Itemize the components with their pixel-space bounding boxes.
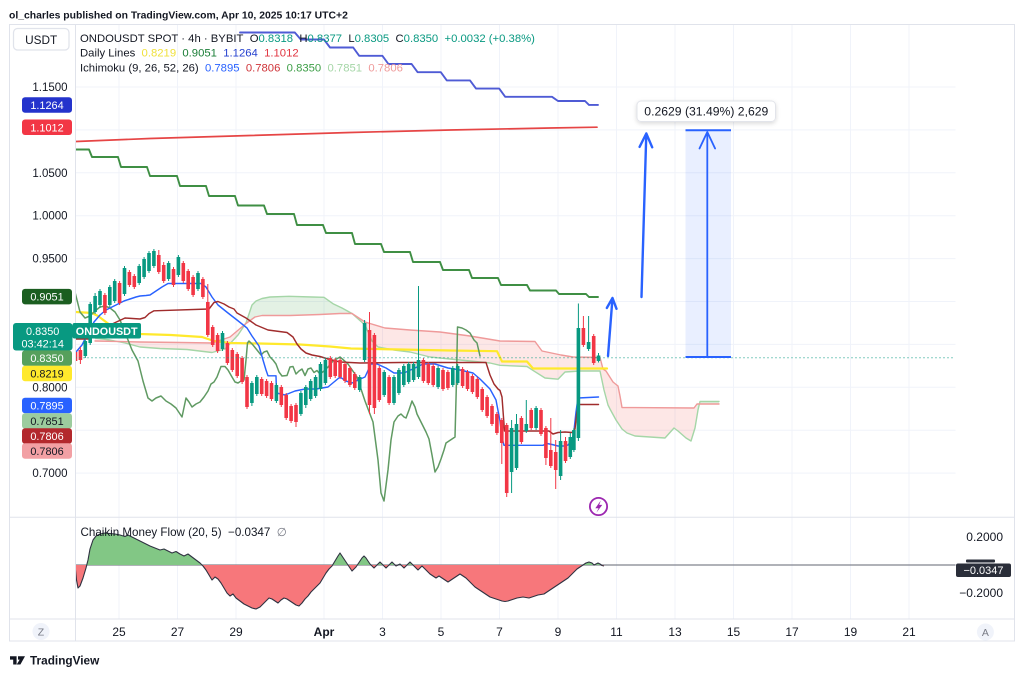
svg-text:ol_charles published on Tradin: ol_charles published on TradingView.com,… xyxy=(9,11,348,22)
svg-text:0.8350: 0.8350 xyxy=(30,353,63,365)
svg-text:0.8000: 0.8000 xyxy=(32,382,67,394)
svg-text:1.0000: 1.0000 xyxy=(32,211,67,223)
svg-text:27: 27 xyxy=(171,625,185,639)
svg-text:1.1012: 1.1012 xyxy=(30,122,63,134)
svg-text:25: 25 xyxy=(112,625,126,639)
svg-text:1.1500: 1.1500 xyxy=(32,82,67,94)
svg-text:19: 19 xyxy=(844,625,858,639)
svg-text:Daily Lines 0.8219 0.9051 1: Daily Lines 0.8219 0.9051 1.1264 1.1012 xyxy=(80,48,299,60)
svg-text:Ichimoku (9, 26, 52, 26) 0.78: Ichimoku (9, 26, 52, 26) 0.7895 0.7806 0… xyxy=(80,62,403,74)
svg-text:5: 5 xyxy=(438,625,445,639)
svg-text:0.8350: 0.8350 xyxy=(26,326,59,338)
svg-text:USDT: USDT xyxy=(25,33,57,47)
svg-text:7: 7 xyxy=(496,625,503,639)
svg-text:Z: Z xyxy=(38,627,45,639)
svg-text:13: 13 xyxy=(668,625,682,639)
svg-text:11: 11 xyxy=(610,625,623,639)
svg-text:1.1264: 1.1264 xyxy=(30,100,63,112)
svg-text:−0.2000: −0.2000 xyxy=(959,586,1003,600)
svg-text:−0.0347: −0.0347 xyxy=(963,565,1003,577)
svg-text:0.9051: 0.9051 xyxy=(30,292,63,304)
svg-text:A: A xyxy=(982,627,989,639)
svg-text:0.7000: 0.7000 xyxy=(32,468,67,480)
svg-text:Chaikin Money Flow (20, 5) −0: Chaikin Money Flow (20, 5) −0.0347 ∅ xyxy=(81,526,287,539)
svg-text:1.0500: 1.0500 xyxy=(32,168,67,180)
svg-text:ONDOUSDT: ONDOUSDT xyxy=(76,326,138,338)
svg-text:0.7806: 0.7806 xyxy=(30,431,63,443)
svg-text:0.7806: 0.7806 xyxy=(30,446,63,458)
svg-text:Apr: Apr xyxy=(314,625,335,639)
svg-text:0.2000: 0.2000 xyxy=(966,530,1003,544)
svg-text:0.9500: 0.9500 xyxy=(32,254,67,266)
svg-text:3: 3 xyxy=(379,625,386,639)
svg-text:15: 15 xyxy=(727,625,741,639)
svg-text:03:42:14: 03:42:14 xyxy=(21,338,63,350)
svg-text:29: 29 xyxy=(229,625,243,639)
svg-text:0.7851: 0.7851 xyxy=(30,416,63,428)
svg-text:ONDOUSDT SPOT · 4h · BYBIT O0: ONDOUSDT SPOT · 4h · BYBIT O0.8318 H0.83… xyxy=(80,33,535,45)
svg-text:0.2629 (31.49%) 2,629: 0.2629 (31.49%) 2,629 xyxy=(644,104,768,118)
svg-text:TradingView: TradingView xyxy=(30,654,100,668)
svg-text:17: 17 xyxy=(785,625,799,639)
svg-text:21: 21 xyxy=(902,625,916,639)
svg-text:0.7895: 0.7895 xyxy=(30,401,63,413)
svg-text:0.8219: 0.8219 xyxy=(30,369,63,381)
svg-text:9: 9 xyxy=(555,625,562,639)
